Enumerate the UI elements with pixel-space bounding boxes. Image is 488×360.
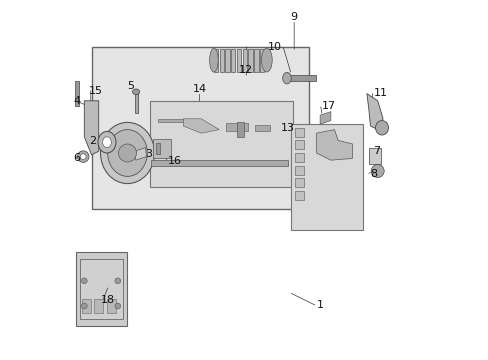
Ellipse shape [77,151,89,162]
Text: 4: 4 [73,96,81,106]
Polygon shape [84,101,99,155]
Polygon shape [291,124,363,230]
Text: 5: 5 [127,81,134,91]
Bar [80,259,123,319]
Ellipse shape [101,122,154,184]
Text: 7: 7 [372,146,379,156]
Bar [134,94,137,113]
Text: 3: 3 [145,149,152,159]
Bar [94,299,103,313]
Bar [294,166,303,175]
Ellipse shape [118,144,136,162]
Bar [152,139,170,158]
Ellipse shape [132,89,140,95]
Text: 14: 14 [192,84,206,94]
Bar [75,81,79,106]
Text: 16: 16 [168,156,182,166]
Bar [254,49,258,72]
Ellipse shape [107,130,147,176]
Bar [294,140,303,149]
Polygon shape [366,94,382,130]
Bar [286,75,315,81]
Polygon shape [91,47,309,209]
Bar [231,49,235,72]
Bar [237,122,244,137]
Text: 9: 9 [290,12,297,22]
Ellipse shape [282,72,291,84]
Ellipse shape [102,137,111,148]
Bar [294,153,303,162]
Ellipse shape [98,131,116,153]
Bar [237,49,241,72]
Bar [81,299,91,313]
Ellipse shape [261,48,272,72]
Text: 13: 13 [280,123,294,133]
Text: 2: 2 [89,136,96,147]
Bar [294,191,303,200]
Bar [213,49,218,72]
Text: 8: 8 [369,169,376,179]
Polygon shape [134,148,146,160]
Text: 12: 12 [239,64,253,75]
Bar [248,49,252,72]
Polygon shape [368,148,381,164]
Polygon shape [183,119,219,133]
Polygon shape [320,112,330,124]
Ellipse shape [115,303,121,309]
Bar [255,125,269,131]
Bar [158,119,183,122]
Polygon shape [76,252,127,326]
Polygon shape [316,130,352,160]
Ellipse shape [81,278,87,284]
Bar [260,49,264,72]
Bar [242,49,246,72]
Text: 11: 11 [373,88,386,98]
Bar [225,49,229,72]
Bar [156,143,160,154]
Bar [107,299,116,313]
Text: 10: 10 [268,42,282,52]
Bar [219,49,224,72]
Bar [226,123,247,131]
Text: 6: 6 [73,153,81,163]
Bar [294,128,303,137]
Ellipse shape [81,303,87,309]
Bar [151,160,287,166]
Text: 15: 15 [88,86,102,96]
Ellipse shape [370,165,384,177]
Text: 18: 18 [101,294,114,305]
Ellipse shape [209,48,218,72]
Text: 1: 1 [316,300,323,310]
Ellipse shape [115,278,121,284]
Ellipse shape [80,154,86,159]
Text: 17: 17 [321,101,335,111]
Bar [294,178,303,187]
Ellipse shape [375,121,387,135]
Polygon shape [150,101,292,187]
